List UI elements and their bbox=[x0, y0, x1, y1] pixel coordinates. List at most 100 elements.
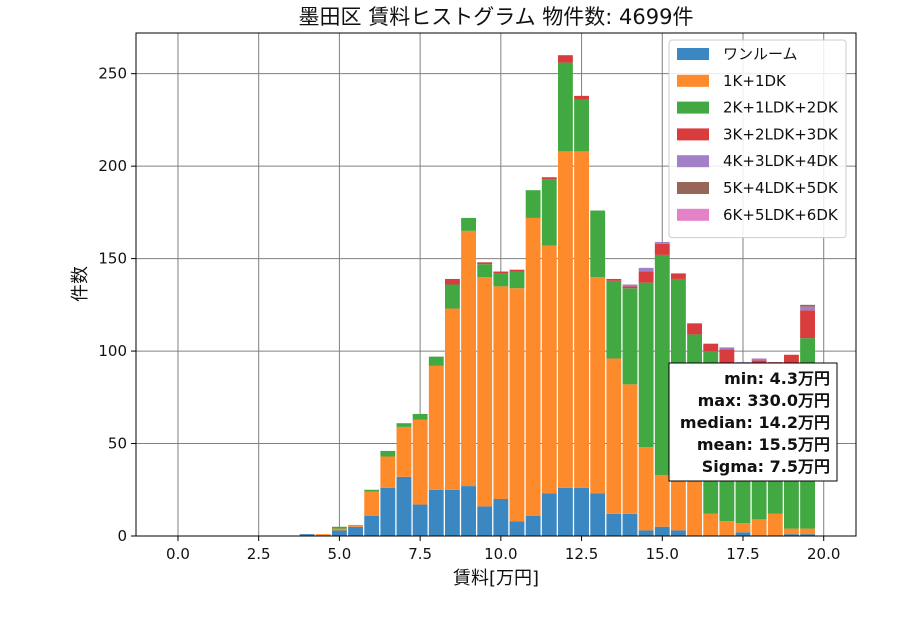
bar-segment-1 bbox=[444, 308, 460, 490]
legend-entry-label: ワンルーム bbox=[723, 45, 798, 63]
bar-segment-3 bbox=[687, 323, 702, 335]
bar-segment-1 bbox=[396, 426, 412, 477]
bar-segment-1 bbox=[606, 358, 622, 514]
x-tick-label: 7.5 bbox=[408, 545, 432, 563]
bar-segment-3 bbox=[654, 243, 670, 255]
legend-entry-label: 1K+1DK bbox=[723, 72, 787, 90]
bar-segment-0 bbox=[493, 499, 509, 536]
bar-segment-1 bbox=[348, 524, 363, 527]
bar-segment-0 bbox=[735, 532, 751, 536]
bar-segment-3 bbox=[541, 177, 557, 180]
bar-segment-2 bbox=[396, 423, 412, 427]
legend-swatch bbox=[677, 128, 709, 141]
x-axis-ticks: 0.0 2.5 5.0 7.5 10.0 12.5 15.0 17.5 20.0 bbox=[166, 536, 840, 563]
bar-segment-0 bbox=[590, 493, 606, 536]
bar-segment-2 bbox=[428, 356, 444, 366]
bar-segment-3 bbox=[670, 273, 686, 279]
bar-segment-0 bbox=[364, 515, 380, 536]
bar-segment-0 bbox=[299, 534, 315, 536]
bar-segment-2 bbox=[509, 271, 525, 289]
bar-segment-2 bbox=[622, 288, 638, 385]
y-axis-label: 件数 bbox=[70, 266, 91, 302]
bar-segment-3 bbox=[444, 278, 460, 285]
bar-segment-1 bbox=[525, 217, 541, 516]
bar-segment-3 bbox=[557, 55, 573, 63]
legend-swatch bbox=[677, 48, 709, 60]
stats-box: min: 4.3万円 max: 330.0万円 median: 14.2万円 mean… bbox=[668, 362, 838, 482]
legend-swatch bbox=[677, 155, 709, 168]
bar-segment-3 bbox=[622, 286, 638, 289]
bar-segment-0 bbox=[477, 506, 493, 536]
bar-segment-1 bbox=[412, 419, 428, 505]
bar-segment-1 bbox=[800, 528, 815, 535]
bar-segment-0 bbox=[541, 493, 557, 536]
bar-segment-4 bbox=[654, 241, 670, 244]
x-tick-label: 10.0 bbox=[484, 545, 517, 563]
bar-segment-2 bbox=[557, 62, 573, 152]
x-tick-label: 17.5 bbox=[726, 545, 759, 563]
bar-segment-0 bbox=[784, 534, 799, 536]
legend-swatch bbox=[677, 101, 709, 114]
bar-segment-1 bbox=[767, 513, 783, 536]
bar-segment-0 bbox=[654, 526, 670, 536]
bar-segment-1 bbox=[315, 534, 331, 536]
bar-segment-1 bbox=[687, 467, 702, 536]
x-tick-label: 20.0 bbox=[807, 545, 840, 563]
bar-segment-2 bbox=[654, 254, 670, 475]
legend-entry-label: 3K+2LDK+3DK bbox=[723, 125, 839, 143]
bar-segment-0 bbox=[380, 487, 396, 536]
bar-segment-1 bbox=[638, 447, 654, 531]
bar-segment-1 bbox=[654, 474, 670, 527]
legend-box bbox=[668, 39, 847, 239]
x-tick-label: 15.0 bbox=[646, 545, 679, 563]
y-tick-label: 0 bbox=[117, 527, 127, 545]
bar-segment-2 bbox=[525, 190, 541, 218]
bar-segment-1 bbox=[784, 528, 799, 535]
legend-entry-label: 2K+1LDK+2DK bbox=[723, 99, 839, 117]
bar-segment-5 bbox=[800, 304, 815, 307]
bar-segment-1 bbox=[719, 521, 735, 536]
x-tick-label: 2.5 bbox=[247, 545, 271, 563]
bar-segment-2 bbox=[606, 280, 622, 359]
bar-segment-2 bbox=[638, 282, 654, 448]
x-axis-label: 賃料[万円] bbox=[453, 568, 539, 589]
bar-segment-1 bbox=[428, 365, 444, 490]
stats-box-frame bbox=[668, 362, 838, 482]
bar-segment-1 bbox=[380, 456, 396, 488]
bar-segment-0 bbox=[800, 534, 815, 536]
stats-line: mean: 15.5万円 bbox=[697, 435, 830, 454]
bar-segment-3 bbox=[703, 343, 719, 352]
plot-area-frame bbox=[135, 32, 857, 537]
bar-segment-0 bbox=[444, 489, 460, 536]
bar-segment-1 bbox=[477, 277, 493, 507]
bar-segment-3 bbox=[606, 278, 622, 281]
legend-entry-label: 5K+4LDK+5DK bbox=[723, 179, 839, 197]
bar-segment-1 bbox=[751, 519, 767, 536]
bar-segment-1 bbox=[364, 491, 380, 516]
bar-segment-1 bbox=[622, 384, 638, 514]
bar-segment-4 bbox=[622, 284, 638, 287]
bar-segment-0 bbox=[348, 526, 363, 536]
bar-segment-1 bbox=[331, 528, 347, 531]
bar-segment-0 bbox=[428, 489, 444, 536]
bar-segment-0 bbox=[670, 530, 686, 536]
bar-segment-2 bbox=[493, 273, 509, 287]
legend-entry-label: 6K+5LDK+6DK bbox=[723, 206, 839, 224]
bar-segment-2 bbox=[444, 284, 460, 309]
bar-segment-2 bbox=[590, 210, 606, 278]
bar-segment-2 bbox=[380, 450, 396, 457]
legend-swatch bbox=[677, 182, 709, 194]
bar-segment-2 bbox=[541, 179, 557, 246]
stats-line: min: 4.3万円 bbox=[724, 369, 830, 388]
bar-segment-3 bbox=[509, 269, 525, 272]
bar-segment-1 bbox=[703, 513, 719, 536]
legend-swatch bbox=[677, 74, 709, 87]
bar-segment-1 bbox=[541, 245, 557, 494]
bar-segment-1 bbox=[735, 523, 751, 533]
bar-segment-2 bbox=[477, 264, 493, 278]
y-tick-label: 150 bbox=[98, 250, 127, 268]
bar-segment-0 bbox=[574, 487, 589, 536]
bar-segment-2 bbox=[364, 489, 380, 492]
x-tick-label: 0.0 bbox=[166, 545, 190, 563]
